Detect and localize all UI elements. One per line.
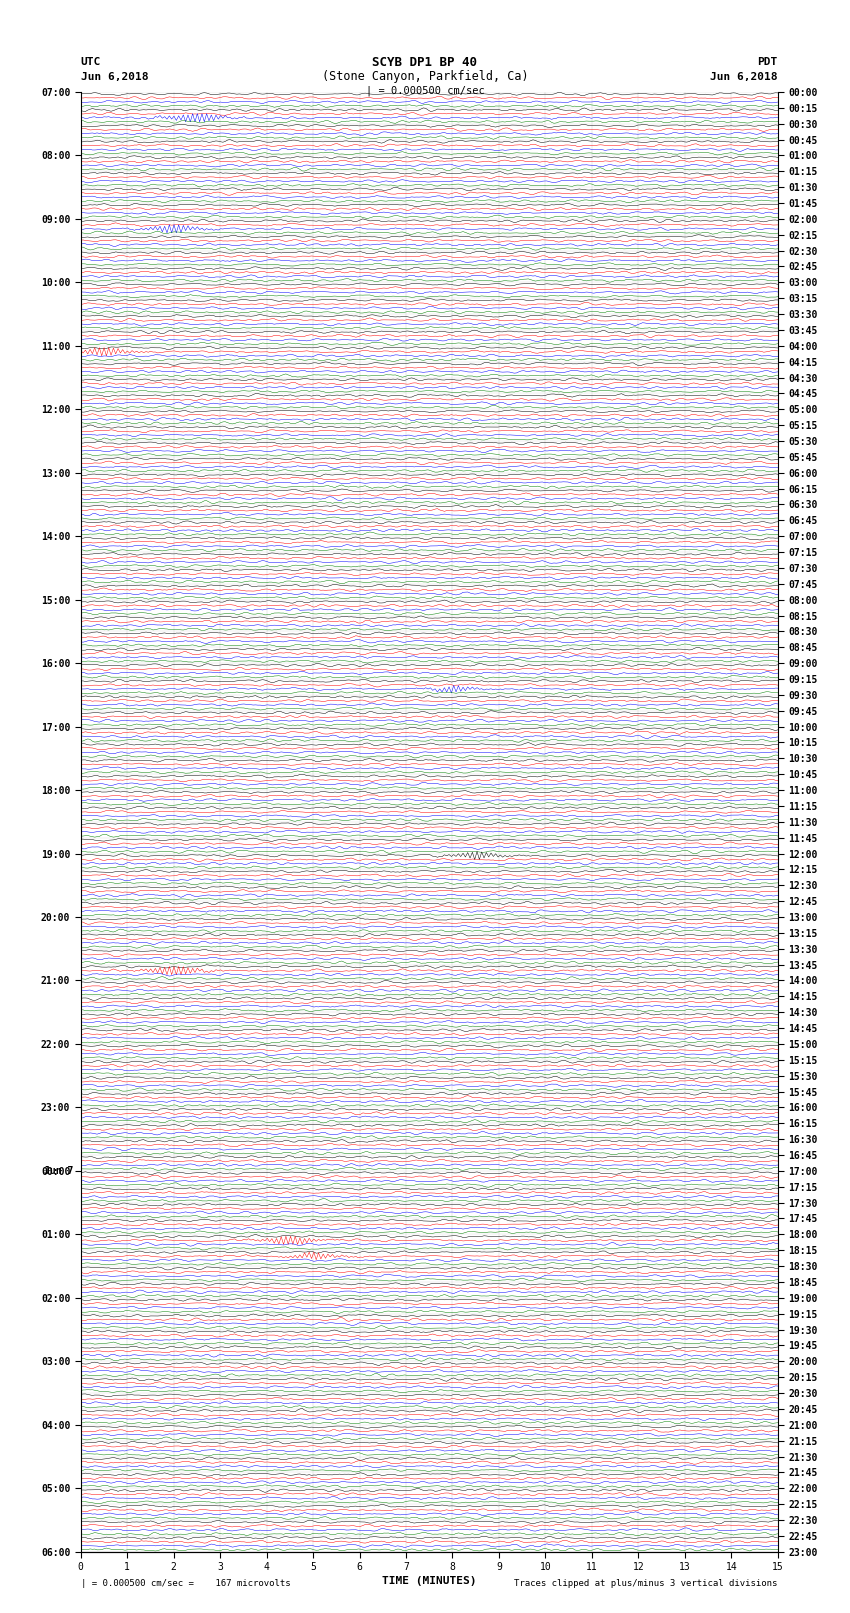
Text: | = 0.000500 cm/sec =    167 microvolts: | = 0.000500 cm/sec = 167 microvolts (81, 1579, 291, 1589)
Text: Jun 6,2018: Jun 6,2018 (81, 71, 148, 82)
Text: (Stone Canyon, Parkfield, Ca): (Stone Canyon, Parkfield, Ca) (321, 69, 529, 84)
Text: Jun 6,2018: Jun 6,2018 (711, 71, 778, 82)
Text: | = 0.000500 cm/sec: | = 0.000500 cm/sec (366, 85, 484, 95)
Text: Jun 7: Jun 7 (43, 1166, 73, 1176)
Text: Traces clipped at plus/minus 3 vertical divisions: Traces clipped at plus/minus 3 vertical … (514, 1579, 778, 1589)
Text: PDT: PDT (757, 56, 778, 68)
Text: UTC: UTC (81, 56, 101, 68)
Text: SCYB DP1 BP 40: SCYB DP1 BP 40 (372, 55, 478, 69)
X-axis label: TIME (MINUTES): TIME (MINUTES) (382, 1576, 477, 1586)
